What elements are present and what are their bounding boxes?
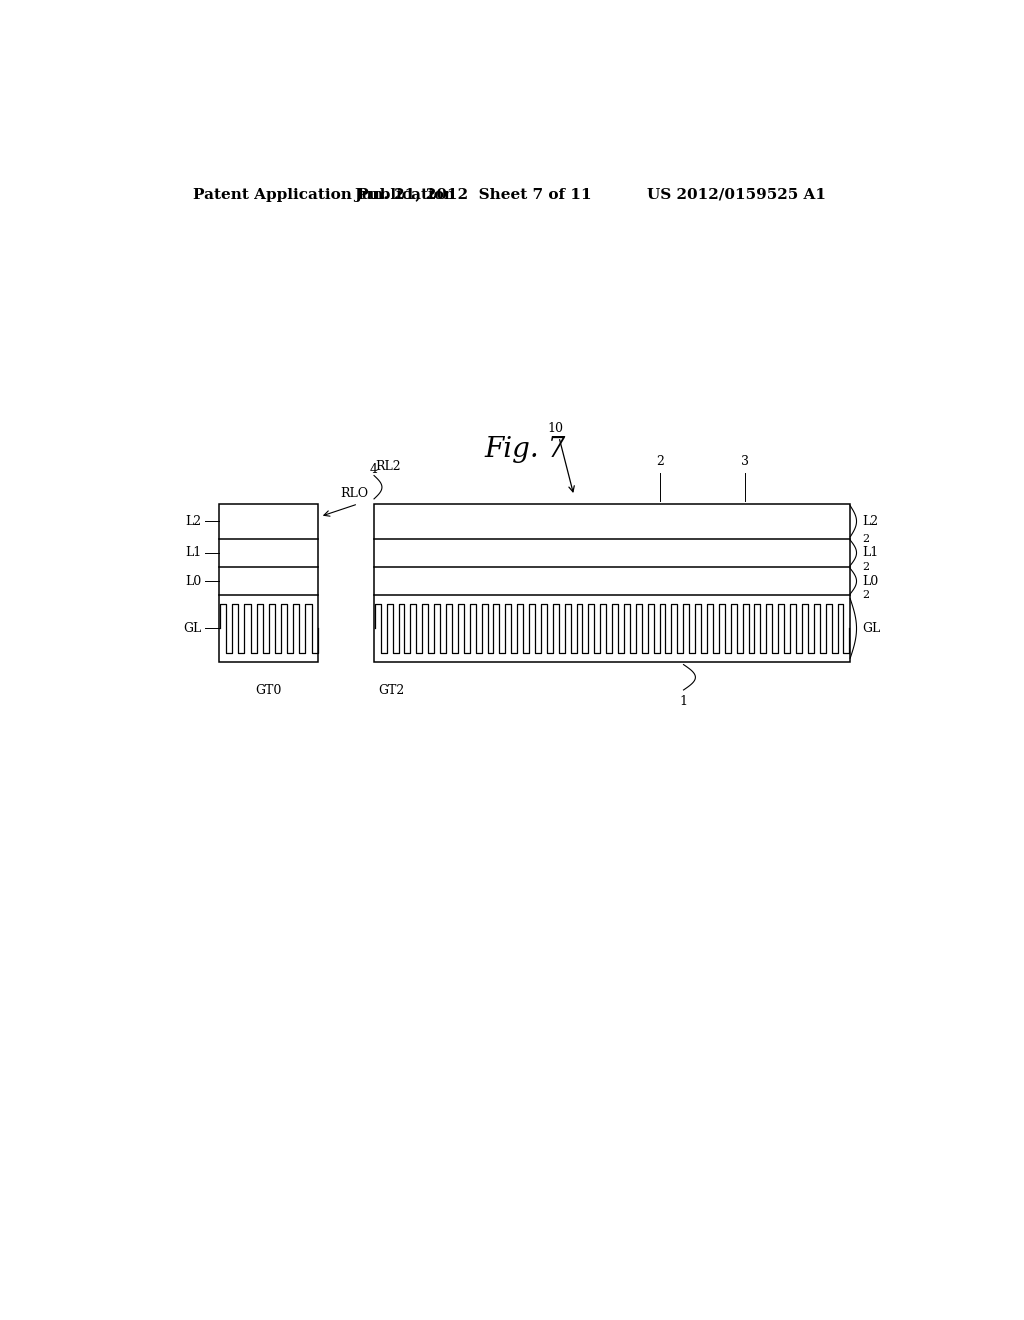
Text: L1: L1 [862,546,879,560]
Text: Patent Application Publication: Patent Application Publication [194,187,455,202]
Text: 3: 3 [741,455,750,469]
Text: L0: L0 [862,574,879,587]
Text: 2: 2 [862,533,869,544]
Text: 10: 10 [547,422,563,434]
Text: 2: 2 [655,455,664,469]
Text: L0: L0 [185,574,202,587]
Text: 2: 2 [862,562,869,572]
Text: Fig. 7: Fig. 7 [484,437,565,463]
Text: GT0: GT0 [256,684,282,697]
Text: RL2: RL2 [376,461,401,474]
Bar [374,504,850,661]
Text: US 2012/0159525 A1: US 2012/0159525 A1 [647,187,826,202]
Text: L2: L2 [862,515,879,528]
Text: 1: 1 [680,696,687,708]
Text: L2: L2 [185,515,202,528]
Text: RLO: RLO [340,487,369,500]
Text: 4: 4 [370,463,378,477]
Text: L1: L1 [185,546,202,560]
Text: GL: GL [862,622,881,635]
Text: GL: GL [183,622,202,635]
Text: GT2: GT2 [378,684,404,697]
Text: 2: 2 [862,590,869,601]
Text: Jun. 21, 2012  Sheet 7 of 11: Jun. 21, 2012 Sheet 7 of 11 [354,187,592,202]
Bar [219,504,318,661]
